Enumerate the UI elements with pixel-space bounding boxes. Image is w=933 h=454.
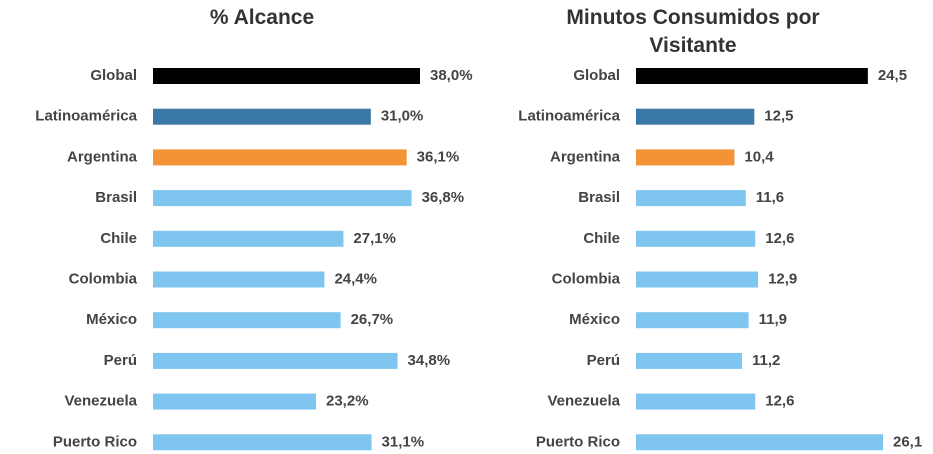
value-label: 24,4%	[334, 270, 377, 287]
value-label: 11,6	[756, 189, 784, 206]
category-label: Venezuela	[64, 393, 137, 410]
value-label: 38,0%	[430, 67, 473, 84]
value-label: 31,1%	[382, 433, 425, 450]
bar	[636, 393, 756, 410]
bar	[153, 68, 420, 84]
category-label: Brasil	[578, 189, 620, 206]
category-label: México	[86, 311, 137, 328]
value-label: 31,0%	[381, 108, 424, 125]
value-label: 24,5	[878, 67, 907, 84]
bar	[153, 230, 344, 247]
category-label: Perú	[104, 352, 137, 369]
category-label: Brasil	[95, 189, 137, 206]
bar	[153, 108, 371, 125]
category-label: Colombia	[69, 270, 138, 287]
category-label: Latinoamérica	[518, 108, 620, 125]
chart-title: % Alcance	[209, 6, 315, 29]
bar	[153, 434, 372, 451]
bar	[636, 230, 756, 247]
value-label: 26,7%	[351, 311, 394, 328]
bar	[153, 149, 407, 166]
value-label: 36,8%	[422, 189, 465, 206]
value-label: 11,9	[759, 311, 787, 328]
value-label: 12,6	[765, 393, 794, 410]
category-label: Puerto Rico	[536, 433, 620, 450]
category-label: Chile	[100, 230, 137, 247]
value-label: 10,4	[744, 148, 774, 165]
bar	[153, 352, 398, 369]
value-label: 36,1%	[417, 148, 460, 165]
category-label: Global	[90, 67, 137, 84]
bar	[153, 393, 317, 410]
category-label: Puerto Rico	[53, 433, 137, 450]
value-label: 11,2	[752, 352, 780, 369]
chart-title: Minutos Consumidos por Visitante	[566, 6, 820, 57]
value-label: 12,9	[768, 270, 797, 287]
bar	[636, 68, 868, 84]
value-label: 12,5	[764, 108, 793, 125]
category-label: Argentina	[550, 148, 621, 165]
value-label: 12,6	[765, 230, 794, 247]
value-label: 23,2%	[326, 393, 369, 410]
bar	[153, 312, 341, 329]
category-label: Global	[573, 67, 620, 84]
bar	[636, 352, 742, 369]
bar	[636, 149, 735, 166]
category-label: Argentina	[67, 148, 138, 165]
bar	[153, 271, 325, 288]
bar	[636, 271, 759, 288]
category-label: Chile	[583, 230, 620, 247]
bar	[153, 190, 412, 207]
category-label: Venezuela	[547, 393, 620, 410]
category-label: Latinoamérica	[35, 108, 137, 125]
bar	[636, 108, 755, 125]
category-label: Perú	[587, 352, 620, 369]
category-label: México	[569, 311, 620, 328]
value-label: 26,1	[893, 433, 922, 450]
category-label: Colombia	[552, 270, 621, 287]
bar	[636, 434, 883, 451]
value-label: 34,8%	[408, 352, 451, 369]
bar	[636, 312, 749, 329]
bar	[636, 190, 746, 207]
value-label: 27,1%	[353, 230, 396, 247]
